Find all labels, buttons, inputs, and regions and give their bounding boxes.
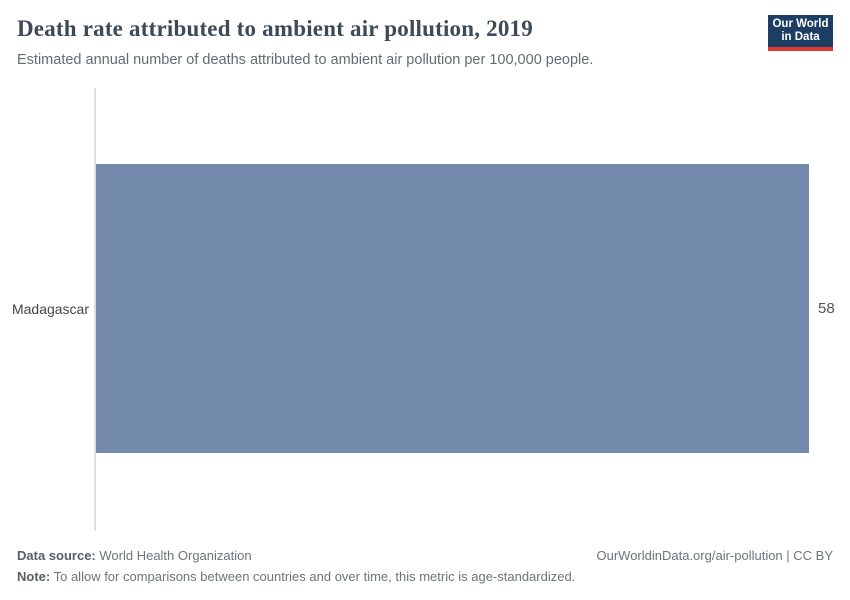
chart-subtitle: Estimated annual number of deaths attrib…: [17, 52, 594, 68]
bar-madagascar[interactable]: [96, 164, 809, 453]
owid-logo-line1: Our World: [772, 17, 829, 30]
owid-logo[interactable]: Our World in Data: [768, 15, 833, 51]
attribution-link[interactable]: OurWorldinData.org/air-pollution | CC BY: [596, 548, 833, 563]
chart-title: Death rate attributed to ambient air pol…: [17, 16, 533, 41]
footer-data-source: Data source: World Health Organization: [17, 548, 252, 563]
data-source-label: Data source:: [17, 548, 96, 563]
bar-label-madagascar: Madagascar: [11, 301, 89, 317]
bar-value-label: 58: [818, 300, 835, 317]
note-value: To allow for comparisons between countri…: [53, 569, 576, 584]
owid-logo-line2: in Data: [781, 31, 820, 43]
data-source-value: World Health Organization: [99, 548, 252, 563]
note-label: Note:: [17, 569, 51, 584]
footer-note: Note: To allow for comparisons between c…: [17, 569, 575, 584]
y-axis-line: [94, 88, 96, 531]
